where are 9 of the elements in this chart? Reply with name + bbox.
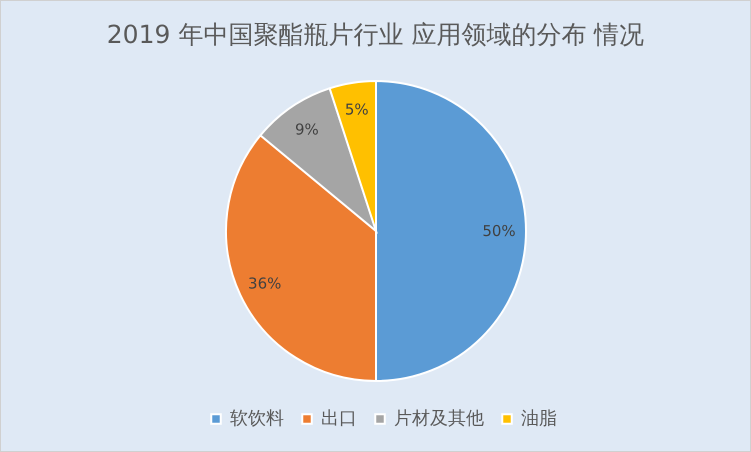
legend-label: 出口 — [321, 408, 357, 429]
legend-label: 软饮料 — [230, 408, 284, 429]
data-label: 36% — [248, 274, 282, 292]
data-label: 50% — [482, 222, 516, 240]
data-label: 5% — [344, 100, 369, 119]
legend-label: 片材及其他 — [394, 408, 484, 429]
chart-title: 2019 年中国聚酯瓶片行业 应用领域的分布 情况 — [106, 20, 644, 49]
legend-label: 油脂 — [521, 408, 557, 429]
data-label: 9% — [294, 120, 319, 138]
